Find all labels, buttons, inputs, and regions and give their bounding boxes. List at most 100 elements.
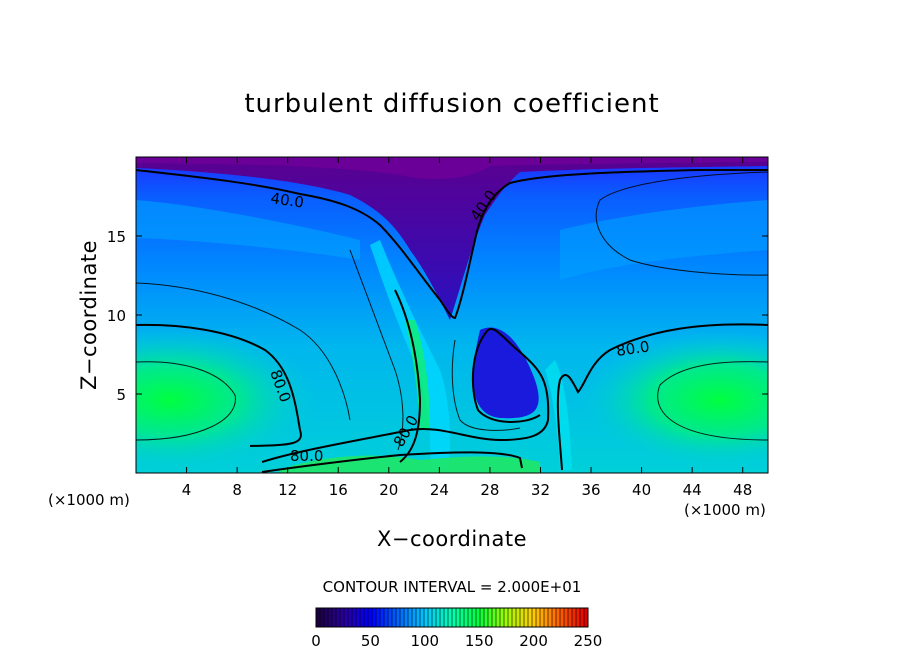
thin-contours xyxy=(136,171,768,451)
field-right-core xyxy=(580,330,768,470)
colorbar-cell xyxy=(568,608,573,627)
x-tick-label: 20 xyxy=(379,481,398,499)
colorbar-cell xyxy=(460,608,465,627)
colorbar-cell xyxy=(572,608,577,627)
colorbar-cell xyxy=(508,608,513,627)
colorbar-cell xyxy=(316,608,321,627)
colorbar xyxy=(315,607,589,628)
colorbar-cell xyxy=(356,608,361,627)
x-tick-label: 32 xyxy=(531,481,550,499)
colorbar-cell xyxy=(336,608,341,627)
x-tick-label: 44 xyxy=(683,481,702,499)
colorbar-cell xyxy=(440,608,445,627)
colorbar-cell xyxy=(388,608,393,627)
colorbar-cell xyxy=(444,608,449,627)
field-dark-lobe xyxy=(473,327,539,419)
colorbar-cell xyxy=(436,608,441,627)
y-tick-label: 10 xyxy=(107,307,126,325)
colorbar-cell xyxy=(464,608,469,627)
x-tick-label: 8 xyxy=(232,481,242,499)
y-axis-ticks: 5 10 15 xyxy=(107,228,768,404)
colorbar-tick-label: 100 xyxy=(410,632,439,650)
colorbar-cell xyxy=(552,608,557,627)
field-left-core xyxy=(136,325,320,473)
contour-lines xyxy=(136,169,768,473)
x-unit-left: (×1000 m) xyxy=(48,491,130,509)
colorbar-cell xyxy=(412,608,417,627)
colorbar-cell xyxy=(404,608,409,627)
colorbar-tick-label: 250 xyxy=(574,632,603,650)
contour-80-left xyxy=(136,323,302,447)
colorbar-ticks: 0 50 100 150 200 250 xyxy=(311,632,602,650)
x-axis-ticks: 4 8 12 16 20 24 28 32 36 40 44 48 xyxy=(182,157,752,499)
colorbar-cell xyxy=(408,608,413,627)
contour-80-right xyxy=(556,323,768,471)
colorbar-cell xyxy=(340,608,345,627)
field-top-layer xyxy=(136,157,768,320)
colorbar-cell xyxy=(324,608,329,627)
colorbar-cell xyxy=(500,608,505,627)
colorbar-cell xyxy=(320,608,325,627)
colorbar-tick-label: 150 xyxy=(465,632,494,650)
contour-label-group: 40.0 40.0 80.0 80.0 80.0 80.0 xyxy=(266,187,650,465)
colorbar-cell xyxy=(536,608,541,627)
x-axis-label: X−coordinate xyxy=(377,527,527,551)
colorbar-cell xyxy=(364,608,369,627)
field-cyan-streak xyxy=(370,240,450,470)
contour-40-left xyxy=(136,169,768,320)
contour-80-streak xyxy=(394,289,422,463)
colorbar-cell xyxy=(344,608,349,627)
x-tick-label: 12 xyxy=(278,481,297,499)
thin-contour-right-upper xyxy=(595,171,768,276)
contour-label: 80.0 xyxy=(290,447,323,465)
contour-80-bottom xyxy=(261,451,523,473)
colorbar-cell xyxy=(400,608,405,627)
colorbar-cell xyxy=(532,608,537,627)
field-upper-band-right xyxy=(560,200,768,280)
colorbar-cell xyxy=(480,608,485,627)
y-tick-label: 15 xyxy=(107,228,126,246)
colorbar-cell xyxy=(396,608,401,627)
colorbar-cell xyxy=(380,608,385,627)
plot-area xyxy=(136,157,768,473)
colorbar-cell xyxy=(428,608,433,627)
colorbar-cell xyxy=(516,608,521,627)
colorbar-cell xyxy=(576,608,581,627)
colorbar-cell xyxy=(528,608,533,627)
colorbar-cell xyxy=(520,608,525,627)
colorbar-cell xyxy=(476,608,481,627)
colorbar-cell xyxy=(392,608,397,627)
thin-contour-left-inner xyxy=(136,361,236,441)
x-tick-label: 36 xyxy=(581,481,600,499)
chart-title: turbulent diffusion coefficient xyxy=(244,89,659,119)
colorbar-cell xyxy=(556,608,561,627)
contour-label: 40.0 xyxy=(269,189,305,211)
colorbar-cell xyxy=(372,608,377,627)
colorbar-cell xyxy=(468,608,473,627)
colorbar-cell xyxy=(424,608,429,627)
colorbar-tick-label: 0 xyxy=(311,632,321,650)
colorbar-cell xyxy=(492,608,497,627)
colorbar-cell xyxy=(512,608,517,627)
x-tick-label: 40 xyxy=(632,481,651,499)
colorbar-cell xyxy=(580,608,585,627)
colorbar-cell xyxy=(504,608,509,627)
colorbar-cell xyxy=(540,608,545,627)
colorbar-cell xyxy=(452,608,457,627)
colorbar-cell xyxy=(544,608,549,627)
colorbar-cell xyxy=(348,608,353,627)
thin-contour-right-inner xyxy=(657,361,768,441)
thin-contour-left-outer xyxy=(136,282,351,421)
colorbar-cell xyxy=(524,608,529,627)
colorbar-cell xyxy=(584,608,589,627)
colorbar-cell xyxy=(432,608,437,627)
colorbar-cell xyxy=(416,608,421,627)
colorbar-tick-label: 200 xyxy=(519,632,548,650)
colorbar-frame xyxy=(315,607,589,628)
x-tick-label: 28 xyxy=(480,481,499,499)
thin-contour-streak xyxy=(349,249,404,451)
y-axis-label: Z−coordinate xyxy=(77,240,101,390)
colorbar-cell xyxy=(488,608,493,627)
x-tick-label: 16 xyxy=(329,481,348,499)
